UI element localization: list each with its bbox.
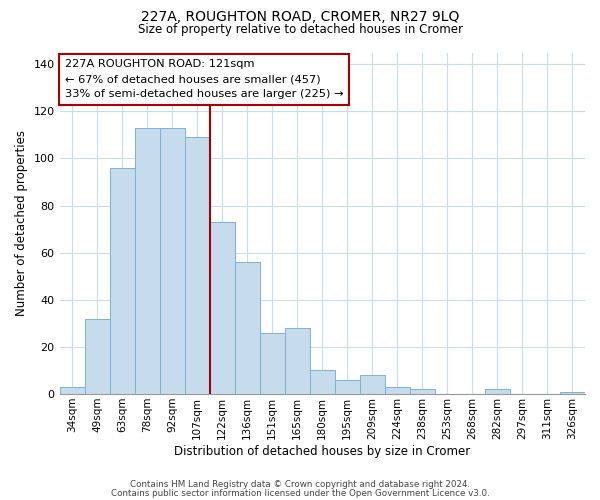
Bar [385,387,410,394]
Bar [485,390,510,394]
Text: 227A ROUGHTON ROAD: 121sqm
← 67% of detached houses are smaller (457)
33% of sem: 227A ROUGHTON ROAD: 121sqm ← 67% of deta… [65,60,343,99]
Bar [235,262,260,394]
Bar [134,128,160,394]
Bar [310,370,335,394]
Bar [285,328,310,394]
Bar [335,380,360,394]
Text: Size of property relative to detached houses in Cromer: Size of property relative to detached ho… [137,22,463,36]
X-axis label: Distribution of detached houses by size in Cromer: Distribution of detached houses by size … [174,444,470,458]
Bar [260,333,285,394]
Text: Contains public sector information licensed under the Open Government Licence v3: Contains public sector information licen… [110,488,490,498]
Bar [185,138,209,394]
Bar [110,168,134,394]
Text: Contains HM Land Registry data © Crown copyright and database right 2024.: Contains HM Land Registry data © Crown c… [130,480,470,489]
Bar [59,387,85,394]
Text: 227A, ROUGHTON ROAD, CROMER, NR27 9LQ: 227A, ROUGHTON ROAD, CROMER, NR27 9LQ [141,10,459,24]
Bar [560,392,585,394]
Bar [209,222,235,394]
Bar [410,390,435,394]
Bar [360,375,385,394]
Bar [85,318,110,394]
Bar [160,128,185,394]
Y-axis label: Number of detached properties: Number of detached properties [15,130,28,316]
